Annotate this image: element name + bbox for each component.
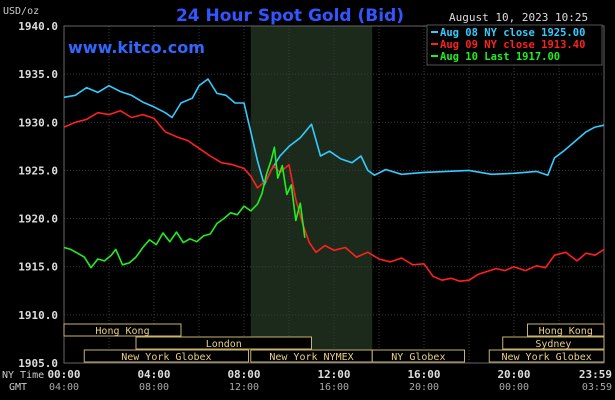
x-tick-label-ny: 08:00: [227, 368, 260, 381]
session-label: New York NYMEX: [269, 352, 353, 363]
x-tick-label-ny: 20:00: [497, 368, 530, 381]
x-tick-label-ny: 00:00: [47, 368, 80, 381]
session-box: [502, 336, 605, 350]
y-tick-label: 1940.0: [18, 20, 58, 33]
x-tick-label-ny: 04:00: [137, 368, 170, 381]
y-tick-label: 1905.0: [18, 357, 58, 370]
y-tick-label: 1935.0: [18, 68, 58, 81]
series-layer: [63, 78, 605, 283]
x-tick-label-gmt: 08:00: [139, 382, 169, 393]
chart-title: 24 Hour Spot Gold (Bid): [176, 6, 404, 26]
x-tick-label-gmt: 12:00: [229, 382, 259, 393]
chart-date: August 10, 2023 10:25: [449, 11, 588, 24]
session-box: [135, 336, 312, 350]
session-box: [527, 323, 605, 337]
session-label: New York Globex: [501, 352, 591, 363]
x-tick-label-gmt: 04:00: [49, 382, 79, 393]
y-unit-label: USD/oz: [3, 6, 39, 17]
nymex-session-highlight: [250, 26, 373, 363]
session-label: NY Globex: [391, 352, 445, 363]
x-tick-label-gmt: 03:59: [582, 382, 612, 393]
y-tick-label: 1915.0: [18, 261, 58, 274]
session-box: [83, 349, 249, 363]
y-tick-label: 1925.0: [18, 164, 58, 177]
session-label: Hong Kong: [95, 326, 149, 337]
x-tick-label-ny: 16:00: [407, 368, 440, 381]
x-tick-label-gmt: 20:00: [409, 382, 439, 393]
session-box: [488, 349, 605, 363]
y-tick-labels: 1905.0 1910.0 1915.0 1920.0 1925.0 1930.0 1935…: [18, 20, 58, 370]
series-line-0: [63, 78, 605, 186]
session-label: Hong Kong: [539, 326, 593, 337]
session-box: [63, 323, 182, 337]
legend-entry: Aug 10 Last 1917.00: [440, 51, 560, 63]
legend-entry: Aug 09 NY close 1913.40: [440, 39, 585, 51]
grid-lines: [63, 25, 605, 364]
x-tick-label-gmt: 16:00: [319, 382, 349, 393]
y-tick-label: 1910.0: [18, 309, 58, 322]
x-tick-label-ny: 23:59: [579, 368, 612, 381]
x-tick-label-gmt: 00:00: [499, 382, 529, 393]
plot-frame: [63, 25, 605, 364]
session-label: London: [206, 339, 242, 350]
session-label: Sydney: [535, 339, 571, 350]
ny-time-label: NY Time: [2, 370, 44, 381]
session-box: [371, 349, 465, 363]
x-tick-labels: 00:0004:0004:0008:0008:0012:0012:0016:00…: [47, 368, 612, 393]
session-label: New York Globex: [121, 352, 211, 363]
y-tick-label: 1920.0: [18, 213, 58, 226]
trading-sessions: Hong Kong London New York Globex New York N…: [63, 323, 605, 363]
legend-entry: Aug 08 NY close 1925.00: [440, 27, 585, 39]
y-tick-label: 1930.0: [18, 116, 58, 129]
gmt-label: GMT: [9, 382, 27, 393]
watermark: www.kitco.com: [68, 38, 205, 57]
x-tick-label-ny: 12:00: [317, 368, 350, 381]
series-line-1: [63, 109, 605, 283]
series-line-2: [63, 146, 306, 269]
legend-box: [426, 24, 603, 66]
